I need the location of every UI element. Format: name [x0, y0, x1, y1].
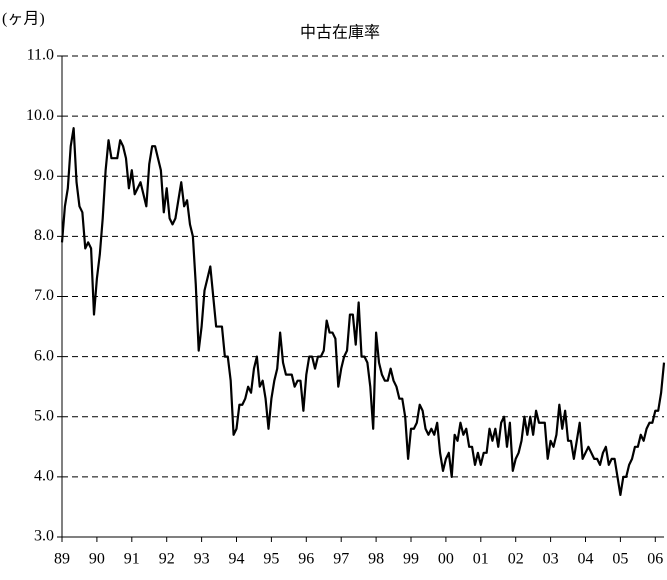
x-tick-label: 89 — [54, 551, 70, 568]
y-tick-label: 5.0 — [34, 407, 54, 424]
x-tick-label: 93 — [194, 551, 210, 568]
y-tick-label: 10.0 — [26, 107, 54, 124]
x-tick-label: 03 — [543, 551, 559, 568]
y-tick-label: 7.0 — [34, 287, 54, 304]
x-tick-label: 90 — [89, 551, 105, 568]
x-tick-label: 06 — [647, 551, 663, 568]
x-tick-label: 99 — [403, 551, 419, 568]
y-tick-label: 8.0 — [34, 227, 54, 244]
data-line — [60, 127, 666, 497]
y-tick-label: 3.0 — [34, 528, 54, 545]
chart-title: 中古在庫率 — [300, 24, 380, 42]
x-tick-label: 05 — [612, 551, 628, 568]
y-tick-label: 9.0 — [34, 167, 54, 184]
x-tick-label: 04 — [578, 551, 594, 568]
x-tick-label: 94 — [229, 551, 245, 568]
x-tick-label: 02 — [508, 551, 524, 568]
y-tick-label: 11.0 — [27, 47, 54, 64]
x-tick-label: 92 — [159, 551, 175, 568]
y-tick-label: 4.0 — [34, 468, 54, 485]
y-axis-label: (ヶ月) — [2, 11, 45, 28]
y-tick-label: 6.0 — [34, 347, 54, 364]
x-tick-label: 00 — [438, 551, 454, 568]
x-tick-label: 91 — [124, 551, 140, 568]
x-tick-label: 95 — [263, 551, 279, 568]
x-tick-label: 01 — [473, 551, 489, 568]
x-tick-label: 97 — [333, 551, 349, 568]
x-tick-label: 98 — [368, 551, 384, 568]
x-tick-label: 96 — [298, 551, 314, 568]
